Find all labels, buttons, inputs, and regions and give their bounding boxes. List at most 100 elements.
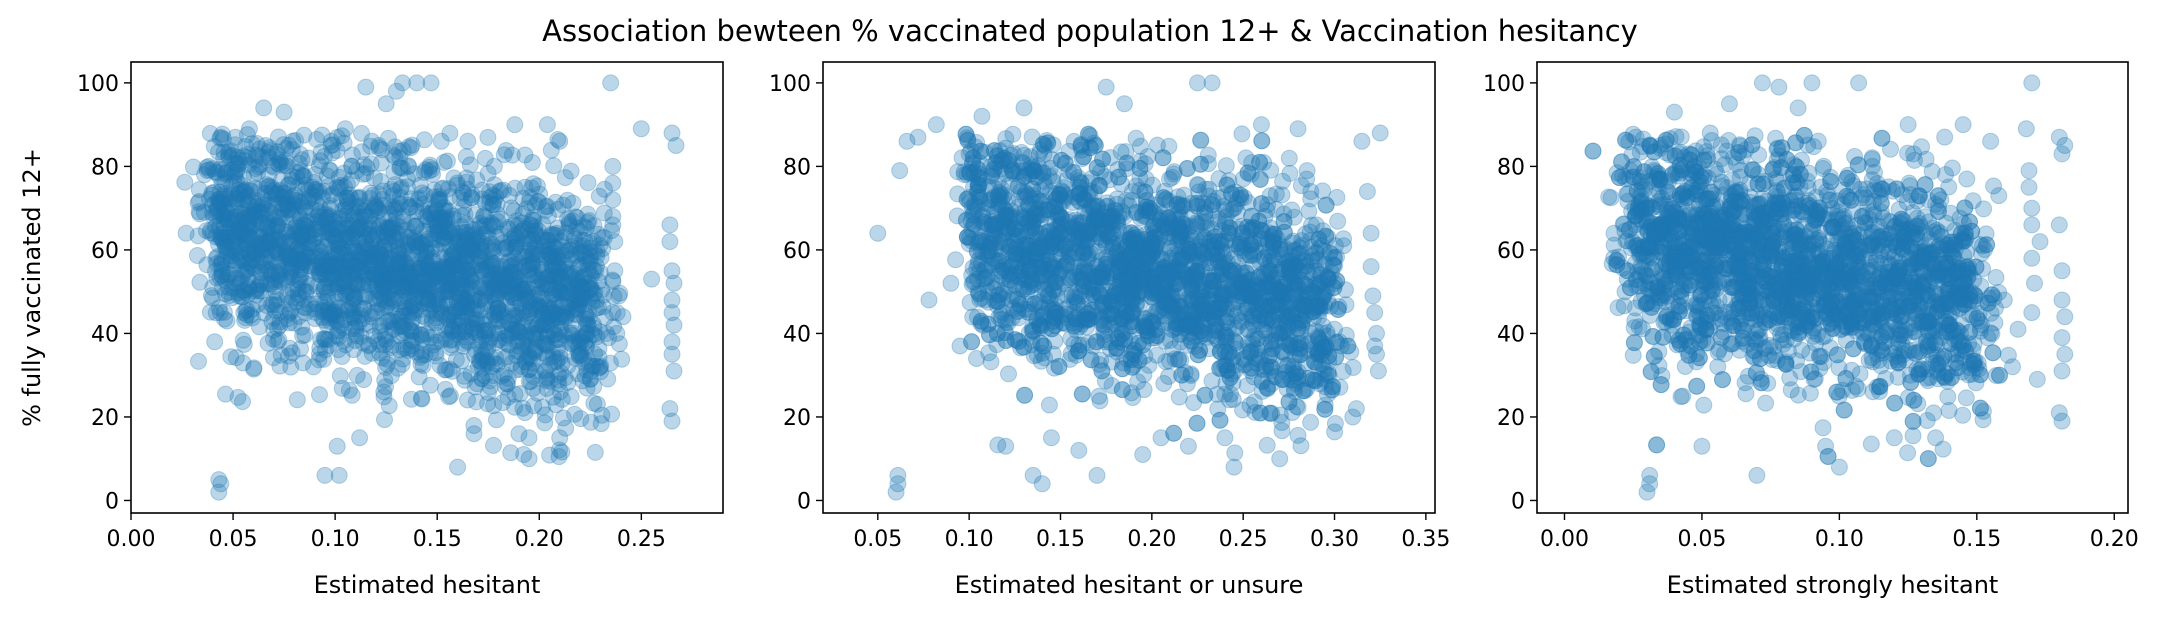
data-point (583, 293, 601, 311)
data-point (413, 330, 431, 348)
data-point (235, 168, 252, 185)
data-point (423, 252, 441, 270)
data-point (538, 369, 556, 386)
data-point (213, 267, 231, 285)
data-point (318, 237, 336, 255)
data-point (534, 305, 552, 323)
data-point (321, 199, 339, 217)
data-point (394, 277, 412, 295)
data-point (220, 187, 238, 205)
data-point (440, 281, 458, 299)
data-point (314, 259, 332, 277)
data-point (335, 311, 353, 329)
data-point (481, 372, 499, 390)
data-point (272, 273, 290, 291)
data-point (386, 268, 404, 286)
data-point (246, 209, 264, 227)
data-point (335, 264, 352, 282)
data-point (238, 261, 255, 279)
data-point (414, 202, 432, 220)
data-point (552, 282, 570, 300)
data-point (506, 116, 524, 134)
data-point (394, 207, 412, 225)
data-point (381, 254, 399, 272)
data-point (318, 167, 336, 185)
data-point (476, 294, 494, 312)
data-point (534, 334, 552, 352)
data-point (472, 219, 490, 237)
data-point (402, 323, 420, 341)
data-point (227, 209, 245, 226)
data-point (217, 385, 234, 403)
data-point (258, 227, 276, 245)
data-point (440, 360, 458, 378)
data-point (315, 350, 333, 368)
data-point (462, 277, 480, 295)
data-point (557, 260, 575, 278)
data-point (362, 247, 380, 265)
data-point (497, 266, 515, 284)
data-point (452, 217, 470, 235)
data-point (387, 277, 405, 295)
data-point (531, 185, 549, 203)
data-point (514, 332, 532, 350)
data-point (482, 271, 500, 289)
data-point (488, 228, 506, 246)
data-point (376, 242, 394, 260)
data-point (533, 261, 551, 279)
data-point (314, 260, 332, 278)
data-point (1280, 149, 1298, 167)
data-point (403, 136, 421, 154)
data-point (551, 268, 569, 286)
data-point (210, 219, 228, 237)
data-point (291, 193, 309, 211)
data-point (261, 139, 279, 157)
data-point (563, 335, 581, 353)
scatter-points (869, 74, 1389, 501)
data-point (278, 286, 296, 304)
data-point (488, 356, 506, 373)
data-point (255, 195, 273, 213)
data-point (539, 337, 557, 355)
data-point (592, 357, 610, 375)
data-point (427, 347, 445, 365)
data-point (282, 358, 300, 376)
data-point (536, 237, 553, 255)
data-point (279, 306, 297, 323)
data-point (279, 249, 297, 267)
data-point (486, 280, 504, 298)
data-point (406, 288, 424, 306)
data-point (427, 296, 445, 313)
data-point (413, 235, 431, 252)
data-point (466, 241, 484, 258)
data-point (602, 74, 620, 92)
data-point (510, 255, 528, 273)
data-point (527, 341, 544, 359)
data-point (547, 285, 565, 303)
data-point (517, 326, 535, 344)
data-point (190, 352, 207, 370)
data-point (358, 256, 376, 274)
data-point (303, 186, 321, 204)
data-point (538, 231, 556, 249)
data-point (1344, 359, 1362, 376)
data-point (463, 235, 481, 253)
data-point (240, 120, 258, 138)
data-point (245, 243, 263, 261)
data-point (393, 317, 410, 335)
data-point (191, 205, 209, 223)
data-point (337, 272, 355, 290)
data-point (337, 246, 355, 264)
data-point (255, 99, 273, 117)
data-point (333, 192, 351, 210)
data-point (267, 185, 285, 203)
data-point (295, 126, 313, 144)
data-point (434, 260, 452, 278)
data-point (406, 165, 424, 183)
y-tick-label: 20 (91, 406, 119, 431)
data-point (571, 222, 589, 240)
data-point (582, 267, 600, 285)
data-point (471, 326, 488, 344)
data-point (439, 202, 457, 220)
data-point (285, 249, 303, 267)
